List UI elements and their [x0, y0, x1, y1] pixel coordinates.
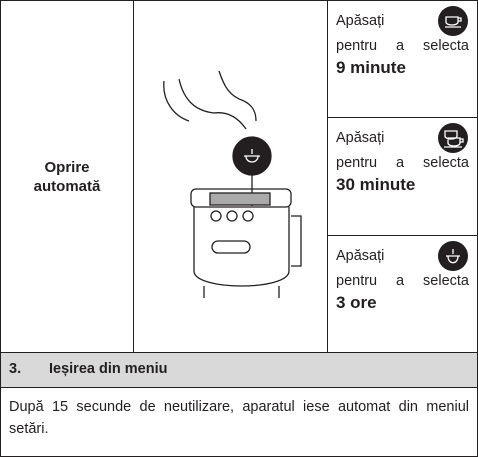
button-icon: [438, 241, 468, 271]
action: Apăsați: [336, 130, 385, 146]
label: Oprire automată: [33, 158, 101, 195]
action: Apăsați: [336, 13, 385, 29]
label-cell: Oprire automată: [0, 0, 134, 353]
button-icon: [438, 6, 468, 36]
section-title: Ieșirea din meniu: [49, 361, 168, 377]
option-cell: Apăsați pentru a selecta 9 minute: [327, 0, 478, 118]
value: 3 ore: [336, 293, 377, 312]
value: 9 minute: [336, 58, 406, 77]
option-cell: Apăsați pentru a selecta 3 ore: [327, 235, 478, 353]
paragraph: După 15 secunde de neutilizare, aparatul…: [0, 387, 478, 457]
text: pentru a selecta: [336, 155, 469, 171]
text: pentru a selecta: [336, 38, 469, 54]
section-header: 3. Ieșirea din meniu: [0, 352, 478, 388]
value: 30 minute: [336, 175, 416, 194]
button-icon: [438, 123, 468, 153]
illustration: [163, 70, 302, 298]
illustration-cell: [133, 0, 328, 353]
text: pentru a selecta: [336, 273, 469, 289]
option-cell: Apăsați pentru a selecta 30 minute: [327, 117, 478, 236]
action: Apăsați: [336, 248, 385, 264]
section-number: 3.: [9, 361, 22, 377]
